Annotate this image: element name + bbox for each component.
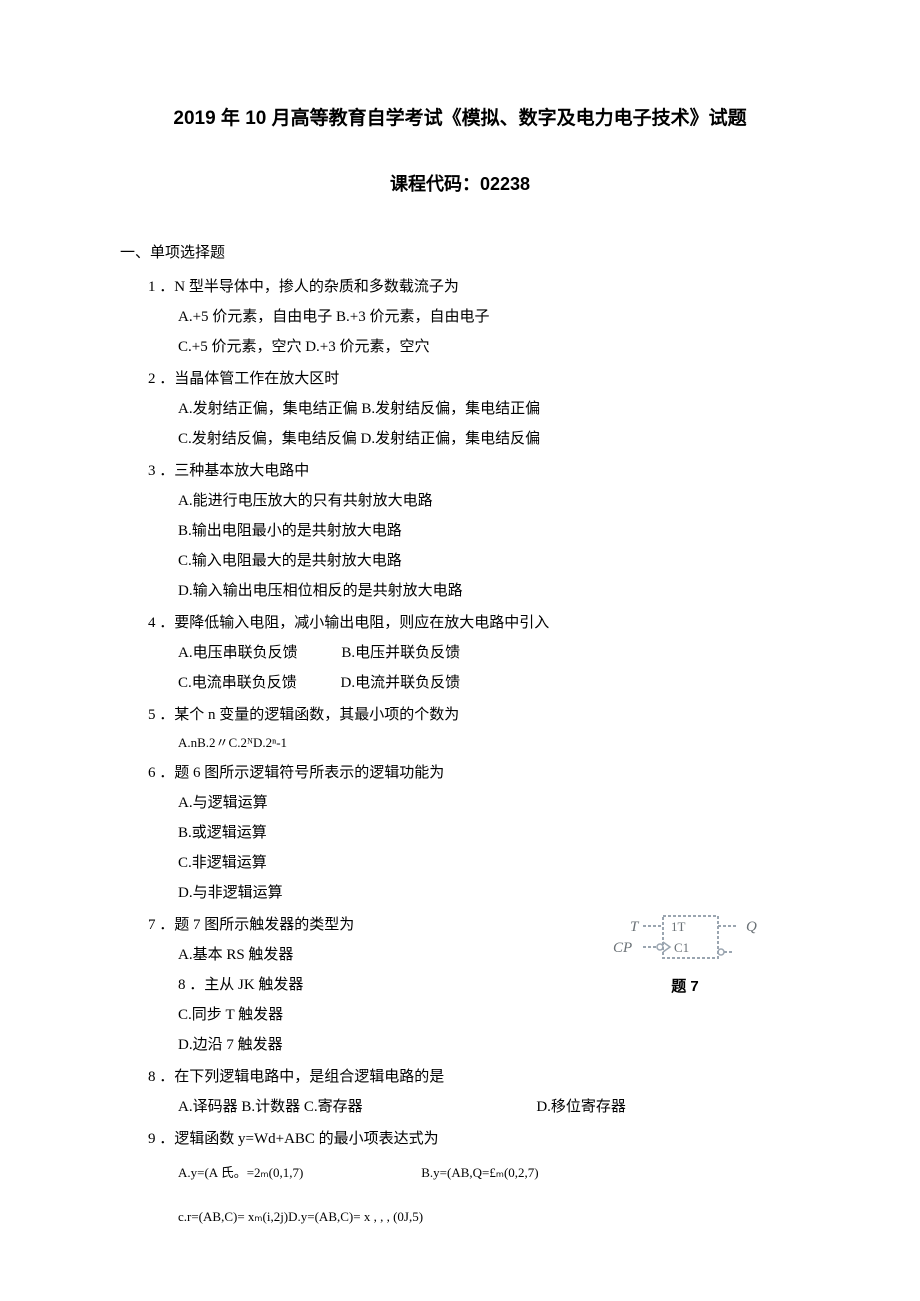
q4-opt-c: C.电流串联负反馈 [178,668,297,698]
q-num: 1 [148,279,156,295]
q3-opt-c: C.输入电阻最大的是共射放大电路 [178,546,800,576]
exam-title: 2019 年 10 月高等教育自学考试《模拟、数字及电力电子技术》试题 [120,100,800,138]
question-6: 6 ．题 6 图所示逻辑符号所表示的逻辑功能为 A.与逻辑运算 B.或逻辑运算 … [148,758,800,908]
q7-opt-c: C.同步 T 触发器 [178,1000,800,1030]
question-1: 1 ．N 型半导体中，掺人的杂质和多数载流子为 A.+5 价元素，自由电子 B.… [148,272,800,362]
q4-opt-b: B.电压并联负反馈 [341,638,460,668]
q6-opt-c: C.非逻辑运算 [178,848,800,878]
q3-opt-a: A.能进行电压放大的只有共射放大电路 [178,486,800,516]
course-code: 课程代码：02238 [120,166,800,202]
section-heading: 一、单项选择题 [120,238,800,268]
flip-flop-diagram: T CP 1T C1 Q 题 7 [605,912,765,1002]
diagram-label-C1: C1 [674,940,689,955]
q4-opt-a: A.电压串联负反馈 [178,638,298,668]
q-text: ．要降低输入电阻，减小输出电阻，则应在放大电路中引入 [159,615,549,631]
question-7: 7 ．题 7 图所示触发器的类型为 A.基本 RS 触发器 8 ．主从 JK 触… [148,910,800,1060]
diagram-label-T: T [630,919,640,935]
q-text: ．在下列逻辑电路中，是组合逻辑电路的是 [159,1069,444,1085]
question-8: 8 ．在下列逻辑电路中，是组合逻辑电路的是 A.译码器 B.计数器 C.寄存器 … [148,1062,800,1122]
q5-opts: A.nB.2〃C.2ᴺD.2ⁿ-1 [178,730,800,756]
q9-opt-a: A.y=(A 氏。=2ₘ(0,1,7) [178,1160,418,1186]
q-num: 9 [148,1131,156,1147]
q6-opt-b: B.或逻辑运算 [178,818,800,848]
q3-opt-b: B.输出电阻最小的是共射放大电路 [178,516,800,546]
diagram-label-Q: Q [746,919,757,935]
question-2: 2 ．当晶体管工作在放大区时 A.发射结正偏，集电结正偏 B.发射结反偏，集电结… [148,364,800,454]
q2-opt-a: A.发射结正偏，集电结正偏 B.发射结反偏，集电结正偏 [178,394,800,424]
diagram-label-1T: 1T [671,919,686,934]
q-num: 6 [148,765,156,781]
q6-opt-d: D.与非逻辑运算 [178,878,800,908]
q-num: 8 [148,1069,156,1085]
q-text: ．当晶体管工作在放大区时 [159,371,339,387]
q2-opt-c: C.发射结反偏，集电结反偏 D.发射结正偏，集电结反偏 [178,424,800,454]
q9-opt-cd: c.r=(AB,C)= xₘ(i,2j)D.y=(AB,C)= x , , , … [178,1209,423,1224]
q-num: 2 [148,371,156,387]
q8-opt-d: D.移位寄存器 [536,1099,626,1115]
q6-opt-a: A.与逻辑运算 [178,788,800,818]
q8-opt-abc: A.译码器 B.计数器 C.寄存器 [178,1092,363,1122]
q-num: 7 [148,917,156,933]
question-9: 9 ．逻辑函数 y=Wd+ABC 的最小项表达式为 A.y=(A 氏。=2ₘ(0… [148,1124,800,1230]
question-3: 3 ．三种基本放大电路中 A.能进行电压放大的只有共射放大电路 B.输出电阻最小… [148,456,800,606]
diagram-caption: 题 7 [605,972,765,1002]
question-5: 5 ．某个 n 变量的逻辑函数，其最小项的个数为 A.nB.2〃C.2ᴺD.2ⁿ… [148,700,800,756]
q-num: 5 [148,707,156,723]
q-text: ．N 型半导体中，掺人的杂质和多数载流子为 [159,279,459,295]
q7-opt-d: D.边沿 7 触发器 [178,1030,800,1060]
q-text: ．题 7 图所示触发器的类型为 [159,917,354,933]
q-num: 3 [148,463,156,479]
q1-opt-a: A.+5 价元素，自由电子 B.+3 价元素，自由电子 [178,302,800,332]
q4-opt-d: D.电流并联负反馈 [341,668,461,698]
question-4: 4 ．要降低输入电阻，减小输出电阻，则应在放大电路中引入 A.电压串联负反馈 B… [148,608,800,698]
q-num: 4 [148,615,156,631]
diagram-label-CP: CP [613,940,632,956]
q9-opt-b: B.y=(AB,Q=£ₘ(0,2,7) [421,1165,538,1180]
q-text: ．逻辑函数 y=Wd+ABC 的最小项表达式为 [159,1131,438,1147]
q-text: ．题 6 图所示逻辑符号所表示的逻辑功能为 [159,765,444,781]
q1-opt-c: C.+5 价元素，空穴 D.+3 价元素，空穴 [178,332,800,362]
q-text: ．三种基本放大电路中 [159,463,309,479]
q-text: ．某个 n 变量的逻辑函数，其最小项的个数为 [159,707,459,723]
q3-opt-d: D.输入输出电压相位相反的是共射放大电路 [178,576,800,606]
